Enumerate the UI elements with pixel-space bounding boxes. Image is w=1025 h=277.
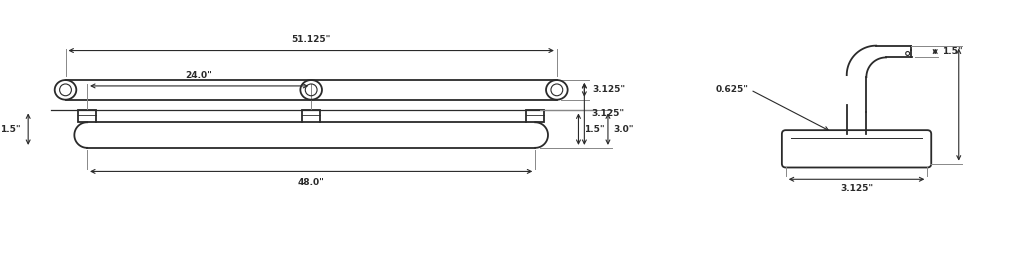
Text: 1.5": 1.5" [0,125,20,134]
Text: 51.125": 51.125" [291,35,331,44]
Text: 24.0": 24.0" [186,71,212,80]
Text: 3.125": 3.125" [592,85,625,94]
Text: 1.5": 1.5" [942,47,962,56]
Text: 3.125": 3.125" [840,184,873,193]
Bar [527,111,544,122]
Text: 1.5": 1.5" [584,125,605,134]
Text: 3.125": 3.125" [591,109,624,119]
Bar [78,111,96,122]
Text: 3.0": 3.0" [614,125,634,134]
Text: 48.0": 48.0" [297,178,325,187]
Bar [302,111,320,122]
Text: 0.625": 0.625" [716,85,749,94]
